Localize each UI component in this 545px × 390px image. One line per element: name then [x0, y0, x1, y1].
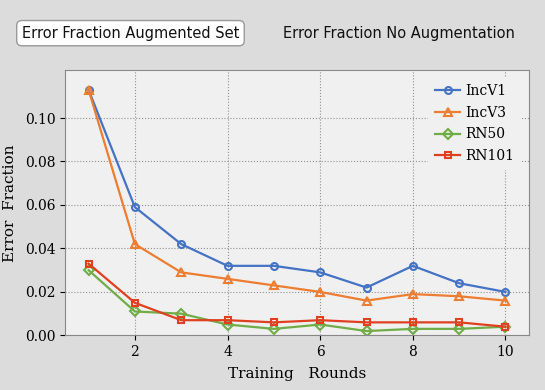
IncV1 [456, 281, 463, 285]
IncV3 [132, 242, 138, 246]
RN101 [85, 261, 92, 266]
RN50 [410, 326, 416, 331]
Y-axis label: Error  Fraction: Error Fraction [3, 144, 17, 262]
RN101 [364, 320, 370, 325]
IncV3 [410, 292, 416, 296]
IncV1 [225, 264, 231, 268]
IncV3 [225, 277, 231, 281]
RN50 [271, 326, 277, 331]
RN50 [225, 322, 231, 327]
IncV1 [317, 270, 324, 275]
IncV3 [364, 298, 370, 303]
Text: Error Fraction No Augmentation: Error Fraction No Augmentation [283, 26, 515, 41]
IncV3 [271, 283, 277, 288]
IncV1 [364, 285, 370, 290]
Text: Error Fraction Augmented Set: Error Fraction Augmented Set [22, 26, 239, 41]
Line: IncV3: IncV3 [84, 85, 510, 305]
RN101 [225, 318, 231, 323]
RN101 [410, 320, 416, 325]
RN101 [132, 300, 138, 305]
IncV3 [85, 87, 92, 92]
RN101 [271, 320, 277, 325]
IncV1 [271, 264, 277, 268]
IncV3 [456, 294, 463, 299]
RN50 [317, 322, 324, 327]
Line: RN101: RN101 [85, 260, 509, 330]
IncV1 [410, 264, 416, 268]
Legend: IncV1, IncV3, RN50, RN101: IncV1, IncV3, RN50, RN101 [428, 77, 522, 170]
RN50 [364, 329, 370, 333]
RN50 [85, 268, 92, 273]
RN101 [456, 320, 463, 325]
IncV1 [178, 242, 184, 246]
RN50 [502, 324, 509, 329]
IncV3 [178, 270, 184, 275]
X-axis label: Training   Rounds: Training Rounds [228, 367, 366, 381]
RN50 [178, 311, 184, 316]
RN50 [456, 326, 463, 331]
IncV1 [132, 205, 138, 209]
RN101 [178, 318, 184, 323]
IncV3 [317, 290, 324, 294]
IncV1 [502, 290, 509, 294]
IncV3 [502, 298, 509, 303]
RN101 [317, 318, 324, 323]
IncV1 [85, 87, 92, 92]
Line: RN50: RN50 [85, 267, 509, 335]
Line: IncV1: IncV1 [85, 86, 509, 295]
RN50 [132, 309, 138, 314]
RN101 [502, 324, 509, 329]
